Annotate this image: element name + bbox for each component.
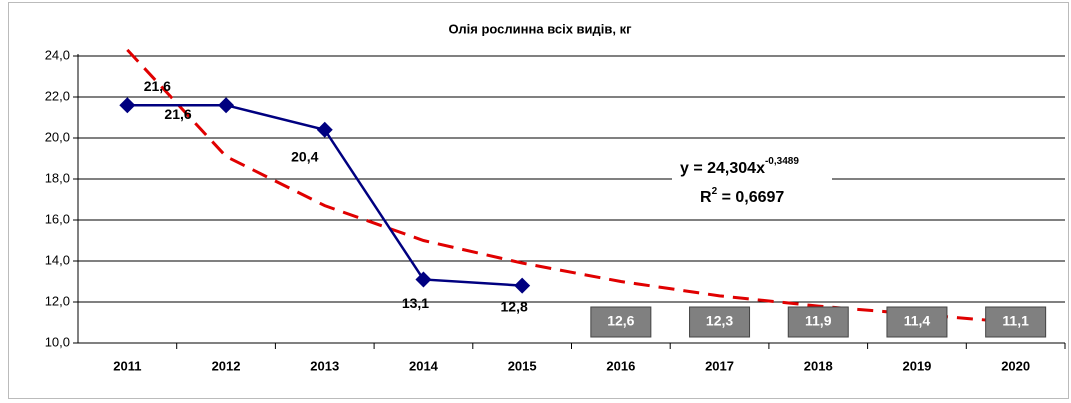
x-tick-label: 2012 bbox=[212, 358, 241, 373]
equation-text: y = 24,304x bbox=[680, 160, 765, 177]
forecast-box bbox=[689, 306, 751, 338]
y-tick-label: 14,0 bbox=[45, 252, 70, 267]
x-tick-label: 2020 bbox=[1001, 358, 1030, 373]
x-tick-label: 2018 bbox=[804, 358, 833, 373]
data-label: 13,1 bbox=[402, 295, 429, 311]
equation-bg bbox=[672, 148, 832, 210]
forecast-box bbox=[985, 306, 1047, 338]
forecast-box bbox=[787, 306, 849, 338]
chart-title: Олія рослинна всіх видів, кг bbox=[448, 21, 632, 36]
forecast-label: 12,6 bbox=[607, 313, 634, 329]
x-tick-label: 2015 bbox=[508, 358, 537, 373]
marker bbox=[316, 121, 333, 138]
forecast-label: 11,9 bbox=[805, 313, 832, 329]
y-tick-label: 16,0 bbox=[45, 211, 70, 226]
equation-exponent: -0,3489 bbox=[765, 156, 799, 167]
x-tick-label: 2016 bbox=[606, 358, 635, 373]
marker bbox=[415, 271, 432, 288]
r2-label: R bbox=[700, 189, 712, 206]
x-tick-label: 2019 bbox=[902, 358, 931, 373]
y-tick-label: 18,0 bbox=[45, 170, 70, 185]
r-squared: R2 = 0,6697 bbox=[700, 186, 784, 207]
r2-value: = 0,6697 bbox=[717, 189, 784, 206]
marker bbox=[218, 97, 235, 114]
x-tick-label: 2011 bbox=[113, 358, 141, 373]
forecast-label: 11,4 bbox=[904, 313, 931, 329]
x-tick-label: 2013 bbox=[310, 358, 339, 373]
y-tick-label: 12,0 bbox=[45, 293, 70, 308]
marker bbox=[514, 277, 531, 294]
data-label: 20,4 bbox=[291, 149, 318, 165]
y-tick-label: 22,0 bbox=[45, 88, 70, 103]
trend-line bbox=[126, 48, 1016, 324]
forecast-box bbox=[590, 306, 652, 338]
data-label: 21,6 bbox=[144, 78, 171, 94]
chart-frame bbox=[8, 2, 1069, 399]
data-label: 12,8 bbox=[501, 298, 528, 314]
x-tick-label: 2017 bbox=[705, 358, 734, 373]
y-tick-label: 24,0 bbox=[45, 47, 70, 62]
marker bbox=[119, 97, 136, 114]
data-label: 21,6 bbox=[164, 106, 191, 122]
forecast-label: 12,3 bbox=[706, 313, 733, 329]
trend-equation: y = 24,304x-0,3489 bbox=[680, 156, 799, 178]
forecast-box bbox=[886, 306, 948, 338]
y-tick-label: 20,0 bbox=[45, 129, 70, 144]
r2-sup: 2 bbox=[712, 186, 718, 197]
y-tick-label: 10,0 bbox=[45, 334, 70, 349]
x-tick-label: 2014 bbox=[409, 358, 439, 373]
forecast-label: 11,1 bbox=[1002, 313, 1029, 329]
